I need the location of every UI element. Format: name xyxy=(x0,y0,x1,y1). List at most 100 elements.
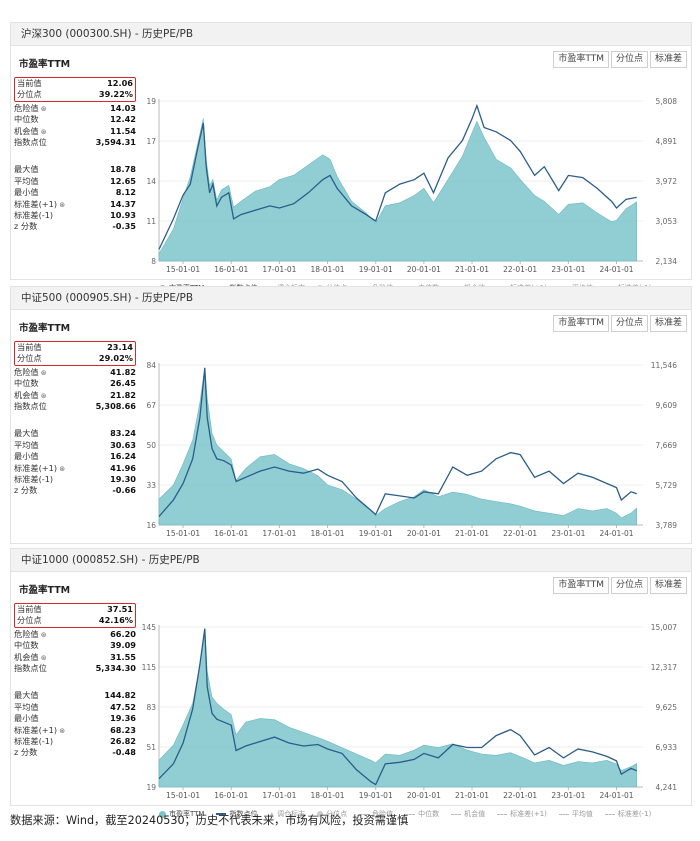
legend-item[interactable]: 指数点位 xyxy=(216,809,257,819)
stat-label-text: 指数点位 xyxy=(14,136,47,147)
stat-label: 中位数 xyxy=(14,114,39,125)
stat-value: 66.20 xyxy=(110,628,136,639)
legend-item[interactable]: ▲调仓标志 xyxy=(269,809,305,819)
info-icon[interactable]: ⊛ xyxy=(57,200,66,209)
info-icon[interactable]: ⊛ xyxy=(38,653,47,662)
stat-label-text: 最大值 xyxy=(14,164,39,175)
legend-label: 标准差(+1) xyxy=(510,810,547,818)
legend-item[interactable]: 危险值 xyxy=(359,809,393,819)
stat-label: z 分数 xyxy=(14,485,37,496)
x-tick-label: 18-01-01 xyxy=(311,265,345,274)
stat-value: 5,308.66 xyxy=(95,400,136,411)
x-tick-label: 19-01-01 xyxy=(359,529,393,538)
stat-label-text: 最小值 xyxy=(14,187,39,198)
info-icon[interactable]: ⊛ xyxy=(38,630,47,639)
stat-label-text: 平均值 xyxy=(14,175,39,186)
pe-ttm-button[interactable]: 市盈率TTM xyxy=(553,315,609,332)
y-right-tick-label: 7,669 xyxy=(656,441,678,450)
stat-row: 指数点位 5,308.66 xyxy=(14,401,136,412)
index-level-line xyxy=(158,367,637,517)
stat-value: -0.66 xyxy=(112,485,136,496)
info-icon[interactable]: ⊛ xyxy=(38,368,47,377)
info-icon[interactable]: ⊛ xyxy=(57,464,66,473)
stat-row: 机会值 ⊛ 21.82 xyxy=(14,390,136,401)
percentile-button[interactable]: 分位点 xyxy=(610,315,648,332)
legend-item[interactable]: 标准差(+1) xyxy=(497,809,547,819)
legend-item[interactable]: 分位点 xyxy=(317,809,347,819)
x-tick-label: 20-01-01 xyxy=(407,529,441,538)
stat-label-text: 最大值 xyxy=(14,690,39,701)
x-tick-label: 15-01-01 xyxy=(166,791,200,800)
stat-row: 最小值 8.12 xyxy=(14,187,136,198)
stat-value: -0.35 xyxy=(112,221,136,232)
stat-row: 标准差(+1) ⊛ 68.23 xyxy=(14,725,136,736)
x-tick-label: 18-01-01 xyxy=(311,791,345,800)
legend-label: 市盈率TTM xyxy=(169,810,205,818)
x-tick-label: 17-01-01 xyxy=(262,791,296,800)
info-icon[interactable]: ⊛ xyxy=(38,127,47,136)
x-tick-label: 23-01-01 xyxy=(551,529,585,538)
y-right-tick-label: 4,891 xyxy=(656,137,678,146)
stat-label: 危险值 ⊛ xyxy=(14,629,47,640)
stat-label-text: 当前值 xyxy=(17,342,42,352)
y-left-tick-label: 8 xyxy=(151,257,156,266)
y-right-tick-label: 11,546 xyxy=(651,361,677,370)
stat-label-text: 分位点 xyxy=(17,353,42,364)
stat-value: 26.45 xyxy=(110,378,136,389)
stat-row: 分位点 39.22% xyxy=(17,89,133,100)
legend-label: 平均值 xyxy=(571,810,593,818)
x-tick-label: 16-01-01 xyxy=(214,791,248,800)
pe-ttm-button[interactable]: 市盈率TTM xyxy=(553,577,609,594)
stat-label: 标准差(+1) ⊛ xyxy=(14,463,65,474)
percentile-button[interactable]: 分位点 xyxy=(610,51,648,68)
stat-row: 分位点 42.16% xyxy=(17,615,133,626)
legend-item[interactable]: 机会值 xyxy=(451,809,485,819)
percentile-button[interactable]: 分位点 xyxy=(610,577,648,594)
info-icon[interactable]: ⊛ xyxy=(38,391,47,400)
stat-label: 最小值 xyxy=(14,187,39,198)
x-tick-label: 17-01-01 xyxy=(262,529,296,538)
stat-label: 平均值 xyxy=(14,176,39,187)
std-dev-button[interactable]: 标准差 xyxy=(649,315,687,332)
stat-value: 23.14 xyxy=(107,342,133,352)
x-tick-label: 19-01-01 xyxy=(359,265,393,274)
pe-ttm-button[interactable]: 市盈率TTM xyxy=(553,51,609,68)
legend-item[interactable]: 平均值 xyxy=(558,809,593,819)
stat-row: 标准差(+1) ⊛ 14.37 xyxy=(14,199,136,210)
info-icon[interactable]: ⊛ xyxy=(57,726,66,735)
stat-label: 最大值 xyxy=(14,690,39,701)
pe-history-chart: 145 115 83 51 19 15,007 12,317 9,625 6,933 4,241 1… xyxy=(142,623,678,800)
stat-label: 机会值 ⊛ xyxy=(14,126,47,137)
stat-row: 中位数 39.09 xyxy=(14,640,136,651)
legend-swatch xyxy=(451,813,462,815)
stat-row: 当前值 23.14 xyxy=(17,342,133,353)
stat-value: 12.65 xyxy=(110,175,136,186)
y-left-tick-label: 50 xyxy=(146,441,156,450)
stat-label-text: 标准差(+1) xyxy=(14,462,58,473)
panel-title: 沪深300 (000300.SH) - 历史PE/PB xyxy=(11,23,691,46)
stat-row: 危险值 ⊛ 66.20 xyxy=(14,629,136,640)
stat-value: 10.93 xyxy=(110,209,136,220)
legend-item[interactable]: 市盈率TTM xyxy=(159,809,204,819)
info-icon[interactable]: ⊛ xyxy=(38,104,47,113)
x-tick-label: 24-01-01 xyxy=(599,529,633,538)
current-value-highlight: 当前值 12.06 分位点 39.22% xyxy=(14,77,136,102)
std-dev-button[interactable]: 标准差 xyxy=(649,577,687,594)
stat-value: 18.78 xyxy=(110,164,136,175)
stat-value: 19.30 xyxy=(110,473,136,484)
legend-swatch xyxy=(216,813,227,815)
stat-label: 最大值 xyxy=(14,164,39,175)
stat-label-text: 平均值 xyxy=(14,701,39,712)
std-dev-button[interactable]: 标准差 xyxy=(649,51,687,68)
stat-label: 最大值 xyxy=(14,428,39,439)
legend-item[interactable]: 中位数 xyxy=(405,809,439,819)
y-left-tick-label: 14 xyxy=(146,177,156,186)
stat-row: 中位数 12.42 xyxy=(14,114,136,125)
legend-item[interactable]: 标准差(-1) xyxy=(604,809,651,819)
stat-row: 平均值 47.52 xyxy=(14,702,136,713)
y-left-tick-label: 67 xyxy=(146,401,156,410)
y-right-tick-label: 5,808 xyxy=(656,97,678,106)
stat-label: 分位点 xyxy=(17,615,42,626)
index-level-line xyxy=(158,103,637,250)
x-tick-label: 21-01-01 xyxy=(455,265,489,274)
